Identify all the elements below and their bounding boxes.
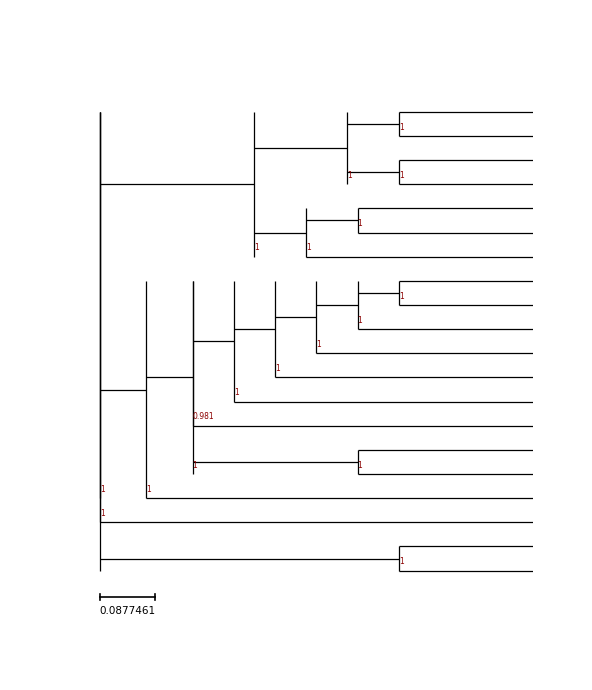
Text: 1: 1 — [306, 244, 311, 253]
Text: 1: 1 — [146, 485, 151, 494]
Text: 1: 1 — [358, 461, 362, 470]
Text: 1: 1 — [192, 461, 197, 470]
Text: 1: 1 — [275, 364, 280, 373]
Text: 1: 1 — [399, 292, 404, 301]
Text: 1: 1 — [234, 388, 239, 397]
Text: 1: 1 — [399, 123, 404, 132]
Text: 1: 1 — [316, 340, 321, 349]
Text: 1: 1 — [100, 509, 105, 518]
Text: 1: 1 — [358, 316, 362, 325]
Text: 1: 1 — [399, 171, 404, 180]
Text: 0.0877461: 0.0877461 — [100, 606, 156, 615]
Text: 1: 1 — [100, 485, 105, 494]
Text: 1: 1 — [348, 171, 352, 180]
Text: 0.981: 0.981 — [192, 413, 214, 422]
Text: 1: 1 — [399, 558, 404, 566]
Text: 1: 1 — [358, 219, 362, 228]
Text: 1: 1 — [255, 244, 259, 253]
